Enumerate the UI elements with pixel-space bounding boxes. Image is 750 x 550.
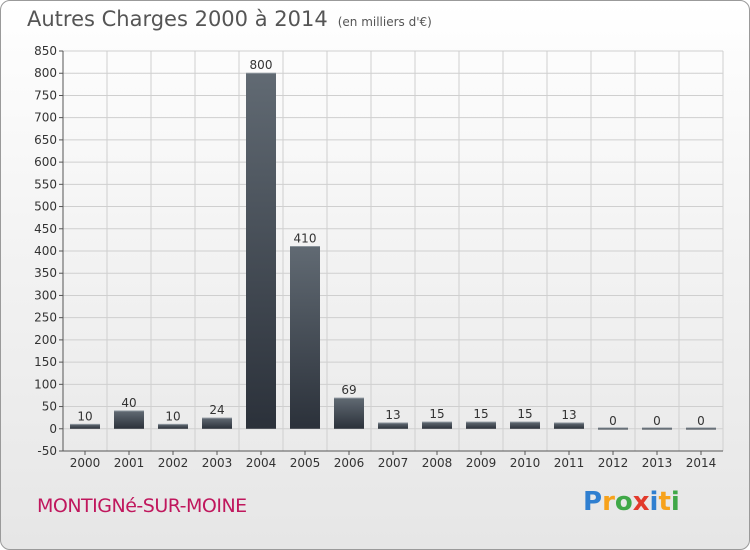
logo-letter: P: [583, 487, 603, 517]
x-tick-label: 2013: [642, 456, 673, 470]
data-label: 10: [165, 409, 180, 423]
logo-letter: t: [658, 487, 671, 517]
y-tick-label: 200: [34, 333, 57, 347]
logo-letter: r: [602, 487, 615, 517]
y-tick-label: 850: [34, 44, 57, 58]
y-tick-label: -50: [37, 444, 57, 458]
data-label: 15: [473, 407, 488, 421]
bar: [422, 422, 452, 429]
y-tick-label: 750: [34, 88, 57, 102]
y-tick-label: 300: [34, 288, 57, 302]
bar: [334, 398, 364, 429]
x-tick-label: 2000: [70, 456, 101, 470]
x-tick-label: 2011: [554, 456, 585, 470]
bar: [466, 422, 496, 429]
bar: [598, 428, 628, 430]
y-tick-label: 400: [34, 244, 57, 258]
chart-title: Autres Charges 2000 à 2014 (en milliers d…: [27, 7, 432, 31]
logo-letter: o: [614, 487, 633, 517]
bar: [246, 73, 276, 429]
x-tick-label: 2006: [334, 456, 365, 470]
y-tick-label: 450: [34, 222, 57, 236]
y-tick-label: 700: [34, 111, 57, 125]
bar: [114, 411, 144, 429]
data-label: 24: [209, 403, 224, 417]
logo-letter: i: [670, 487, 680, 517]
data-label: 15: [517, 407, 532, 421]
y-tick-label: 500: [34, 200, 57, 214]
y-tick-label: 0: [49, 422, 57, 436]
data-label: 410: [294, 232, 317, 246]
bar: [290, 246, 320, 429]
x-tick-label: 2007: [378, 456, 409, 470]
data-label: 13: [561, 408, 576, 422]
data-label: 0: [609, 414, 617, 428]
bar: [554, 423, 584, 429]
data-label: 69: [341, 383, 356, 397]
data-label: 13: [385, 408, 400, 422]
bar: [202, 418, 232, 429]
data-label: 10: [77, 409, 92, 423]
x-tick-label: 2004: [246, 456, 277, 470]
y-tick-label: 250: [34, 311, 57, 325]
x-tick-label: 2005: [290, 456, 321, 470]
x-tick-label: 2010: [510, 456, 541, 470]
x-tick-label: 2003: [202, 456, 233, 470]
x-tick-label: 2002: [158, 456, 189, 470]
y-tick-label: 550: [34, 177, 57, 191]
chart-title-text: Autres Charges 2000 à 2014: [27, 7, 328, 31]
x-tick-label: 2008: [422, 456, 453, 470]
x-tick-label: 2012: [598, 456, 629, 470]
chart-subtitle: (en milliers d'€): [337, 15, 432, 29]
y-tick-label: 50: [42, 400, 57, 414]
data-label: 800: [250, 58, 273, 72]
y-tick-label: 350: [34, 266, 57, 280]
x-tick-label: 2001: [114, 456, 145, 470]
logo-letter: i: [649, 487, 659, 517]
y-tick-label: 150: [34, 355, 57, 369]
x-tick-label: 2014: [686, 456, 717, 470]
y-tick-label: 100: [34, 377, 57, 391]
bar: [642, 428, 672, 430]
data-label: 0: [653, 414, 661, 428]
commune-name: MONTIGNé-SUR-MOINE: [37, 495, 247, 517]
proxiti-logo: Proxiti: [583, 487, 680, 517]
bar: [378, 423, 408, 429]
data-label: 15: [429, 407, 444, 421]
bar: [510, 422, 540, 429]
data-label: 0: [697, 414, 705, 428]
logo-letter: x: [632, 487, 650, 517]
bar: [70, 424, 100, 429]
y-tick-label: 600: [34, 155, 57, 169]
bar: [686, 428, 716, 430]
x-tick-label: 2009: [466, 456, 497, 470]
y-tick-label: 800: [34, 66, 57, 80]
y-tick-label: 650: [34, 133, 57, 147]
bar: [158, 424, 188, 429]
data-label: 40: [121, 396, 136, 410]
